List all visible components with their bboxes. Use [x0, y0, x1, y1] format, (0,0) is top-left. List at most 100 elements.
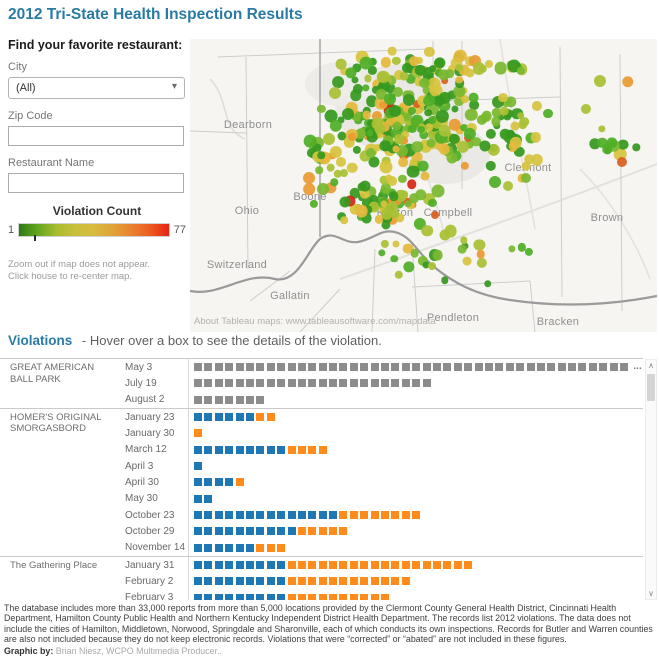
violation-square[interactable] [214, 445, 223, 454]
map-dot[interactable] [379, 140, 391, 152]
map-dot[interactable] [409, 56, 419, 66]
city-select[interactable]: (All) ▾ [8, 77, 185, 99]
violation-square[interactable] [349, 363, 358, 372]
violation-square[interactable] [225, 395, 234, 404]
violation-square[interactable] [329, 363, 338, 372]
restaurant-name-input[interactable] [8, 173, 184, 193]
map-dot[interactable] [632, 143, 641, 151]
map-dot[interactable] [359, 56, 373, 70]
map-dot[interactable] [362, 110, 371, 120]
violation-square[interactable] [277, 527, 286, 536]
violation-square[interactable] [297, 363, 306, 372]
violation-square[interactable] [245, 445, 254, 454]
map-dot[interactable] [450, 57, 462, 69]
map-dot[interactable] [350, 89, 362, 101]
map-dot[interactable] [447, 90, 457, 100]
map-dot[interactable] [412, 151, 423, 163]
map-dot[interactable] [459, 236, 468, 244]
map-dot[interactable] [532, 101, 543, 112]
map-dot[interactable] [368, 201, 380, 213]
violation-square[interactable] [214, 413, 223, 422]
map-dot[interactable] [386, 176, 397, 186]
map-dot[interactable] [385, 83, 396, 93]
violation-square[interactable] [277, 379, 286, 388]
map-dot[interactable] [439, 143, 450, 155]
map-dot[interactable] [513, 146, 525, 158]
map-dot[interactable] [465, 139, 474, 149]
map-dot[interactable] [473, 62, 486, 75]
map-dot[interactable] [593, 75, 606, 88]
map-dot[interactable] [497, 113, 505, 121]
violation-square[interactable] [235, 543, 244, 552]
map-dot[interactable] [392, 240, 400, 248]
violation-square[interactable] [308, 561, 317, 570]
map-dot[interactable] [417, 255, 428, 266]
map-dot[interactable] [522, 161, 531, 171]
violation-square[interactable] [308, 445, 317, 454]
violation-square[interactable] [204, 413, 213, 422]
violation-square[interactable] [266, 561, 275, 570]
map-dot[interactable] [317, 151, 325, 159]
map-dot[interactable] [329, 87, 342, 100]
violation-square[interactable] [266, 527, 275, 536]
violation-square[interactable] [484, 363, 493, 372]
violation-square[interactable] [297, 511, 306, 520]
map-dot[interactable] [427, 128, 439, 140]
map-dot[interactable] [391, 127, 403, 140]
violation-square[interactable] [318, 577, 327, 586]
violation-square[interactable] [204, 379, 213, 388]
map-dot[interactable] [500, 106, 509, 116]
violation-square[interactable] [318, 363, 327, 372]
map-dot[interactable] [365, 95, 378, 107]
violation-square[interactable] [339, 561, 348, 570]
violation-square[interactable] [360, 561, 369, 570]
violation-square[interactable] [287, 577, 296, 586]
violation-square[interactable] [235, 395, 244, 404]
violation-square[interactable] [194, 445, 202, 454]
map-dot[interactable] [359, 188, 371, 199]
violation-square[interactable] [297, 577, 306, 586]
map-dot[interactable] [524, 248, 533, 257]
violation-square[interactable] [287, 561, 296, 570]
violation-square[interactable] [329, 379, 338, 388]
map-dot[interactable] [303, 183, 316, 196]
violation-square[interactable] [214, 561, 223, 570]
map-dot[interactable] [324, 109, 338, 123]
violation-square[interactable] [204, 577, 213, 586]
violation-square[interactable] [277, 577, 286, 586]
map-dot[interactable] [390, 209, 400, 219]
map-dot[interactable] [503, 180, 514, 191]
map-dot[interactable] [337, 116, 345, 124]
map-dot[interactable] [373, 143, 381, 152]
violation-square[interactable] [391, 511, 400, 520]
violation-square[interactable] [235, 413, 244, 422]
map-dot[interactable] [479, 140, 491, 152]
map-dot[interactable] [330, 178, 339, 186]
map-dot[interactable] [458, 64, 470, 76]
violation-square[interactable] [256, 445, 265, 454]
violation-square[interactable] [588, 363, 597, 372]
map-dot[interactable] [500, 128, 511, 140]
violation-square[interactable] [235, 593, 244, 600]
map-dot[interactable] [468, 92, 479, 103]
map-dot[interactable] [427, 262, 436, 271]
violation-square[interactable] [329, 593, 338, 600]
violation-square[interactable] [422, 561, 431, 570]
map-dot[interactable] [323, 133, 336, 146]
violation-square[interactable] [370, 511, 379, 520]
map-dot[interactable] [309, 199, 318, 209]
map-dot[interactable] [469, 100, 480, 110]
violation-square[interactable] [277, 543, 286, 552]
map-dot[interactable] [454, 125, 465, 135]
violation-square[interactable] [318, 511, 327, 520]
map-dot[interactable] [406, 179, 417, 190]
violation-square[interactable] [266, 413, 275, 422]
map-dot[interactable] [425, 123, 433, 132]
map-dot[interactable] [415, 188, 427, 201]
map-dot[interactable] [330, 145, 343, 158]
violation-square[interactable] [277, 511, 286, 520]
violation-square[interactable] [245, 363, 254, 372]
map-dot[interactable] [440, 77, 449, 85]
map-dot[interactable] [383, 93, 396, 106]
map-dot[interactable] [355, 204, 368, 218]
